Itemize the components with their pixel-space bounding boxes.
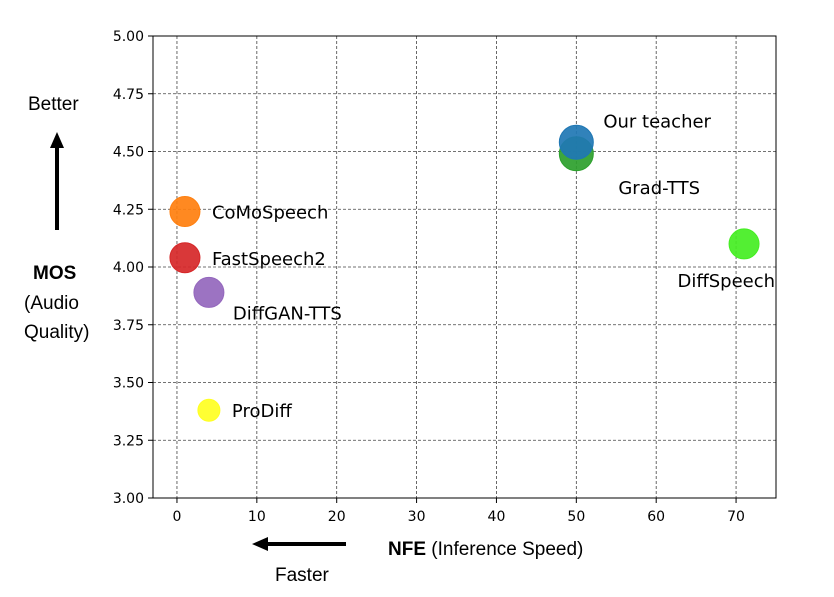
y-tick-label: 3.00 bbox=[113, 491, 144, 507]
nfe-rest: (Inference Speed) bbox=[426, 539, 584, 560]
data-points bbox=[169, 124, 760, 422]
x-tick-label: 50 bbox=[567, 509, 585, 525]
point-label: FastSpeech2 bbox=[212, 249, 326, 270]
arrow-up-icon bbox=[50, 132, 64, 230]
point-prodiff bbox=[197, 398, 221, 422]
point-label: DiffSpeech bbox=[677, 271, 775, 292]
point-labels: Grad-TTS Our teacher CoMoSpeech FastSpeech2… bbox=[212, 111, 775, 422]
y-tick-label: 4.25 bbox=[113, 202, 144, 218]
nfe-label: NFE (Inference Speed) bbox=[388, 539, 583, 561]
x-axis-ticks: 0 10 20 30 40 50 60 70 bbox=[173, 498, 745, 525]
point-label: DiffGAN-TTS bbox=[233, 303, 342, 324]
mos-label: MOS bbox=[33, 263, 76, 285]
point-label: Our teacher bbox=[603, 111, 711, 132]
plot-frame bbox=[152, 35, 777, 499]
y-tick-label: 4.75 bbox=[113, 87, 144, 103]
grid-lines bbox=[153, 35, 776, 499]
point-diffgan-tts bbox=[193, 276, 225, 308]
mos-audio-label: (Audio bbox=[24, 293, 79, 314]
x-tick-label: 40 bbox=[488, 509, 506, 525]
better-label: Better bbox=[28, 94, 79, 115]
point-fastspeech2 bbox=[169, 242, 201, 274]
y-tick-label: 3.50 bbox=[113, 376, 144, 392]
x-tick-label: 70 bbox=[727, 509, 745, 525]
point-label: CoMoSpeech bbox=[212, 203, 328, 224]
y-tick-label: 4.00 bbox=[113, 260, 144, 276]
y-tick-label: 4.50 bbox=[113, 145, 144, 161]
point-label: Grad-TTS bbox=[618, 178, 700, 199]
mos-quality-label: Quality) bbox=[24, 322, 90, 343]
y-axis-ticks: 3.00 3.25 3.50 3.75 4.00 4.25 4.50 4.75 5.00 bbox=[113, 29, 153, 507]
x-tick-label: 10 bbox=[248, 509, 266, 525]
y-tick-label: 3.25 bbox=[113, 433, 144, 449]
x-tick-label: 30 bbox=[408, 509, 426, 525]
point-comospeech bbox=[169, 196, 201, 228]
y-tick-label: 3.75 bbox=[113, 318, 144, 334]
point-diffspeech bbox=[728, 228, 760, 260]
arrow-left-icon bbox=[252, 537, 346, 551]
x-tick-label: 0 bbox=[173, 509, 182, 525]
faster-label: Faster bbox=[275, 565, 329, 586]
y-tick-label: 5.00 bbox=[113, 29, 144, 45]
point-label: ProDiff bbox=[232, 401, 292, 422]
mos-bold: MOS bbox=[33, 263, 77, 284]
x-tick-label: 20 bbox=[328, 509, 346, 525]
point-our-teacher bbox=[558, 124, 594, 160]
nfe-bold: NFE bbox=[388, 539, 426, 560]
x-tick-label: 60 bbox=[647, 509, 665, 525]
